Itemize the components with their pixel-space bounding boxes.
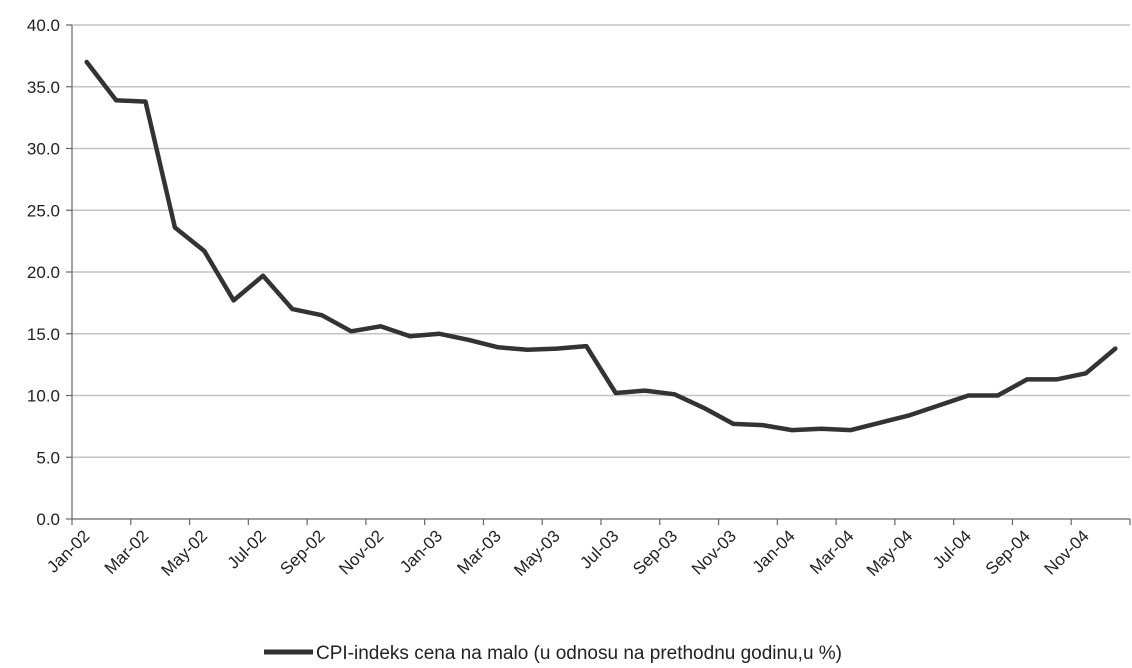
x-tick-label: May-03 bbox=[510, 526, 564, 580]
data-point bbox=[760, 423, 765, 428]
x-tick-label: Mar-03 bbox=[453, 526, 505, 578]
y-tick-label: 35.0 bbox=[27, 78, 60, 97]
data-point bbox=[261, 273, 266, 278]
data-point bbox=[1113, 346, 1118, 351]
x-tick-label: Nov-03 bbox=[688, 526, 740, 578]
data-point bbox=[114, 98, 119, 103]
data-point bbox=[701, 405, 706, 410]
data-point bbox=[819, 426, 824, 431]
x-tick-label: Jul-02 bbox=[224, 526, 270, 572]
data-point bbox=[848, 428, 853, 433]
x-tick-label: Mar-02 bbox=[101, 526, 153, 578]
x-tick-label: Jan-02 bbox=[43, 526, 93, 576]
y-tick-label: 25.0 bbox=[27, 201, 60, 220]
x-tick-labels: Jan-02 Mar-02 May-02 Jul-02 Sep-02 Nov-02 Jan-… bbox=[43, 526, 1092, 580]
x-tick-label: Sep-02 bbox=[276, 526, 328, 578]
x-tick-label: Jul-03 bbox=[576, 526, 622, 572]
data-point bbox=[907, 413, 912, 418]
legend: CPI-indeks cena na malo (u odnosu na pre… bbox=[264, 643, 842, 664]
data-point bbox=[466, 337, 471, 342]
data-point bbox=[290, 307, 295, 312]
x-tick-label: Nov-02 bbox=[335, 526, 387, 578]
y-tick-label: 40.0 bbox=[27, 16, 60, 35]
x-tick-label: Jul-04 bbox=[929, 526, 975, 572]
data-point bbox=[1083, 371, 1088, 376]
data-point bbox=[84, 60, 89, 65]
data-point bbox=[378, 324, 383, 329]
x-tick-label: Sep-04 bbox=[982, 526, 1034, 578]
y-tick-labels: 0.0 5.0 10.0 15.0 20.0 25.0 30.0 35.0 40.0 bbox=[27, 16, 60, 529]
data-point bbox=[231, 298, 236, 303]
data-point bbox=[672, 392, 677, 397]
y-tick-label: 30.0 bbox=[27, 140, 60, 159]
x-tick-label: Sep-03 bbox=[629, 526, 681, 578]
x-tick-label: Nov-04 bbox=[1041, 526, 1093, 578]
y-tick-label: 20.0 bbox=[27, 263, 60, 282]
x-tick-label: Jan-03 bbox=[396, 526, 446, 576]
data-point bbox=[643, 388, 648, 393]
axes bbox=[66, 24, 1131, 525]
y-tick-label: 5.0 bbox=[36, 448, 60, 467]
data-point bbox=[1025, 377, 1030, 382]
data-point bbox=[172, 225, 177, 230]
y-tick-label: 15.0 bbox=[27, 325, 60, 344]
series bbox=[84, 59, 1118, 433]
data-point bbox=[613, 391, 618, 396]
data-point bbox=[731, 421, 736, 426]
legend-label: CPI-indeks cena na malo (u odnosu na pre… bbox=[316, 643, 842, 663]
x-tick-label: Mar-04 bbox=[806, 526, 858, 578]
data-point bbox=[966, 393, 971, 398]
data-point bbox=[554, 346, 559, 351]
series-line bbox=[84, 59, 1118, 433]
x-tick-label: Jan-04 bbox=[749, 526, 799, 576]
data-point bbox=[1054, 377, 1059, 382]
y-tick-label: 0.0 bbox=[36, 510, 60, 529]
data-point bbox=[995, 393, 1000, 398]
data-point bbox=[349, 329, 354, 334]
data-point bbox=[496, 345, 501, 350]
data-point bbox=[525, 347, 530, 352]
data-point bbox=[790, 428, 795, 433]
data-point bbox=[202, 249, 207, 254]
data-point bbox=[407, 334, 412, 339]
data-point bbox=[143, 99, 148, 104]
gridlines bbox=[72, 24, 1130, 458]
data-point bbox=[936, 403, 941, 408]
data-point bbox=[437, 331, 442, 336]
data-point bbox=[584, 344, 589, 349]
x-tick-label: May-02 bbox=[158, 526, 212, 580]
data-point bbox=[878, 420, 883, 425]
x-tick-label: May-04 bbox=[863, 526, 917, 580]
data-point bbox=[319, 313, 324, 318]
y-tick-label: 10.0 bbox=[27, 387, 60, 406]
